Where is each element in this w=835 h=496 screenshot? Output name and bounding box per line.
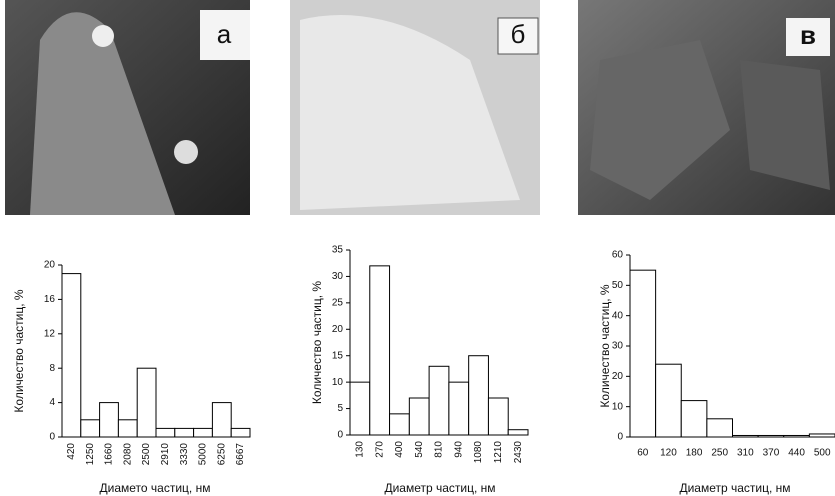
bar <box>758 435 784 437</box>
y-tick-label: 10 <box>332 377 344 388</box>
y-tick-label: 25 <box>332 297 344 308</box>
x-tick-label: 1250 <box>85 443 96 466</box>
bar <box>118 420 137 437</box>
bar <box>656 364 682 437</box>
y-tick-label: 20 <box>332 324 344 335</box>
y-tick-label: 20 <box>612 371 624 382</box>
x-tick-label: 6667 <box>235 443 246 466</box>
bar <box>212 403 231 437</box>
y-tick-label: 40 <box>612 310 624 321</box>
bar <box>488 398 508 435</box>
x-axis-label: Диамето частиц, нм <box>100 481 211 495</box>
bar <box>449 382 469 435</box>
sem-image-b: б <box>290 0 540 215</box>
y-tick-label: 50 <box>612 280 624 291</box>
bar <box>681 401 707 437</box>
panel-label: в <box>800 20 816 50</box>
bar <box>175 428 194 437</box>
x-tick-label: 270 <box>374 441 385 458</box>
bar <box>733 435 759 437</box>
y-tick-label: 0 <box>49 432 55 443</box>
x-tick-label: 540 <box>414 441 425 458</box>
bar <box>469 356 489 435</box>
bar <box>784 435 810 437</box>
x-tick-label: 2500 <box>141 443 152 466</box>
x-tick-label: 2910 <box>160 443 171 466</box>
x-tick-label: 940 <box>453 441 464 458</box>
figure: а б в 0481216204201250166020802500291033… <box>0 0 835 496</box>
x-tick-label: 180 <box>686 448 703 459</box>
bar <box>370 266 390 435</box>
bar <box>62 274 81 437</box>
bar <box>231 428 250 437</box>
x-tick-label: 2080 <box>122 443 133 466</box>
bar <box>630 270 656 437</box>
y-tick-label: 30 <box>612 341 624 352</box>
y-tick-label: 4 <box>49 397 55 408</box>
x-axis-label: Диаметр частиц, нм <box>679 481 790 495</box>
y-tick-label: 30 <box>332 271 344 282</box>
x-tick-label: 2430 <box>513 441 524 464</box>
x-tick-label: 440 <box>788 448 805 459</box>
y-tick-label: 15 <box>332 350 344 361</box>
x-tick-label: 6250 <box>216 443 227 466</box>
y-tick-label: 0 <box>617 432 623 443</box>
x-tick-label: 120 <box>660 448 677 459</box>
bar <box>137 368 156 437</box>
y-axis-label: Количество частиц, % <box>310 281 324 404</box>
x-tick-label: 420 <box>66 443 77 460</box>
x-tick-label: 130 <box>355 441 366 458</box>
y-tick-label: 0 <box>337 430 343 441</box>
bar <box>350 382 370 435</box>
y-axis-label: Количество частиц, % <box>12 289 26 412</box>
x-tick-label: 5000 <box>198 443 209 466</box>
x-tick-label: 1210 <box>493 441 504 464</box>
y-tick-label: 16 <box>44 294 56 305</box>
x-tick-label: 60 <box>637 448 649 459</box>
y-tick-label: 60 <box>612 250 624 261</box>
x-tick-label: 3330 <box>179 443 190 466</box>
x-tick-label: 370 <box>763 448 780 459</box>
bar <box>194 428 213 437</box>
bar <box>390 414 410 435</box>
y-tick-label: 20 <box>44 260 56 271</box>
y-tick-label: 5 <box>337 403 343 414</box>
bar <box>81 420 100 437</box>
bar <box>508 430 528 435</box>
x-tick-label: 1660 <box>104 443 115 466</box>
x-tick-label: 400 <box>394 441 405 458</box>
x-axis-label: Диаметр частиц, нм <box>384 481 495 495</box>
x-tick-label: 250 <box>711 448 728 459</box>
y-axis-label: Количество частиц, % <box>598 284 612 407</box>
x-tick-label: 1080 <box>473 441 484 464</box>
sem-image-a: а <box>5 0 250 215</box>
panel-label: а <box>217 19 232 49</box>
bar <box>429 366 449 435</box>
y-tick-label: 8 <box>49 363 55 374</box>
bar <box>809 434 835 437</box>
x-tick-label: 810 <box>434 441 445 458</box>
sem-image-c: в <box>578 0 835 215</box>
bar <box>707 419 733 437</box>
bar <box>156 428 175 437</box>
panel-label: б <box>511 19 526 49</box>
y-tick-label: 35 <box>332 245 344 256</box>
bar <box>100 403 119 437</box>
y-tick-label: 10 <box>612 401 624 412</box>
x-tick-label: 310 <box>737 448 754 459</box>
bar <box>409 398 429 435</box>
x-tick-label: 500 <box>814 448 831 459</box>
y-tick-label: 12 <box>44 328 56 339</box>
